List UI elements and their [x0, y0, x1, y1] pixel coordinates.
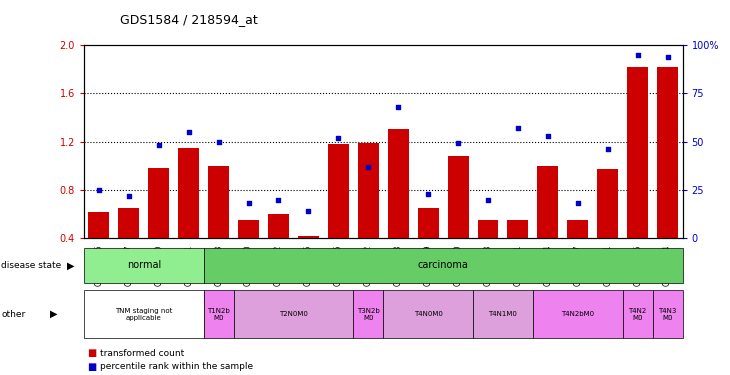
Bar [204, 248, 683, 283]
Bar [567, 220, 588, 238]
Point [273, 196, 285, 202]
Bar [477, 220, 499, 238]
Point [572, 200, 584, 206]
Bar [178, 148, 199, 238]
Point [602, 146, 613, 152]
Point [153, 142, 165, 148]
Text: T3N2b
M0: T3N2b M0 [357, 308, 380, 321]
Bar [88, 211, 110, 238]
Text: other: other [1, 310, 26, 319]
Bar [328, 144, 349, 238]
Bar [268, 214, 289, 238]
Text: ■: ■ [88, 348, 97, 358]
Text: T4N3
M0: T4N3 M0 [658, 308, 677, 321]
Bar [447, 156, 469, 238]
Text: T4N2
M0: T4N2 M0 [629, 308, 647, 321]
Bar [298, 236, 319, 238]
Bar [653, 290, 683, 338]
Bar [208, 166, 229, 238]
Bar [418, 208, 439, 238]
Text: T1N2b
M0: T1N2b M0 [207, 308, 230, 321]
Bar [473, 290, 533, 338]
Text: carcinoma: carcinoma [418, 260, 469, 270]
Point [303, 208, 315, 214]
Bar [353, 290, 383, 338]
Bar [358, 143, 379, 238]
Point [453, 141, 464, 147]
Bar [118, 208, 139, 238]
Point [213, 138, 225, 144]
Text: GDS1584 / 218594_at: GDS1584 / 218594_at [120, 13, 258, 26]
Bar [657, 67, 678, 238]
Bar [383, 290, 473, 338]
Point [542, 133, 554, 139]
Text: TNM staging not
applicable: TNM staging not applicable [115, 308, 172, 321]
Bar [627, 67, 648, 238]
Point [662, 54, 674, 60]
Text: T4N2bM0: T4N2bM0 [561, 311, 594, 317]
Point [182, 129, 194, 135]
Text: ▶: ▶ [67, 260, 74, 270]
Text: normal: normal [127, 260, 161, 270]
Point [422, 191, 434, 197]
Bar [234, 290, 353, 338]
Text: percentile rank within the sample: percentile rank within the sample [100, 362, 253, 371]
Bar [204, 290, 234, 338]
Text: transformed count: transformed count [100, 349, 184, 358]
Bar [148, 168, 169, 238]
Text: disease state: disease state [1, 261, 62, 270]
Bar [84, 248, 204, 283]
Point [333, 135, 345, 141]
Bar [84, 290, 204, 338]
Point [393, 104, 404, 110]
Bar [388, 129, 409, 238]
Point [93, 187, 105, 193]
Text: ▶: ▶ [50, 309, 57, 319]
Point [512, 125, 524, 131]
Bar [597, 170, 618, 238]
Point [242, 200, 255, 206]
Point [123, 193, 134, 199]
Text: T4N0M0: T4N0M0 [414, 311, 442, 317]
Text: T4N1M0: T4N1M0 [488, 311, 518, 317]
Text: T2N0M0: T2N0M0 [279, 311, 308, 317]
Bar [507, 220, 529, 238]
Bar [238, 220, 259, 238]
Text: ■: ■ [88, 362, 97, 372]
Bar [537, 166, 558, 238]
Point [363, 164, 374, 170]
Bar [533, 290, 623, 338]
Point [483, 196, 494, 202]
Bar [623, 290, 653, 338]
Point [631, 52, 644, 58]
